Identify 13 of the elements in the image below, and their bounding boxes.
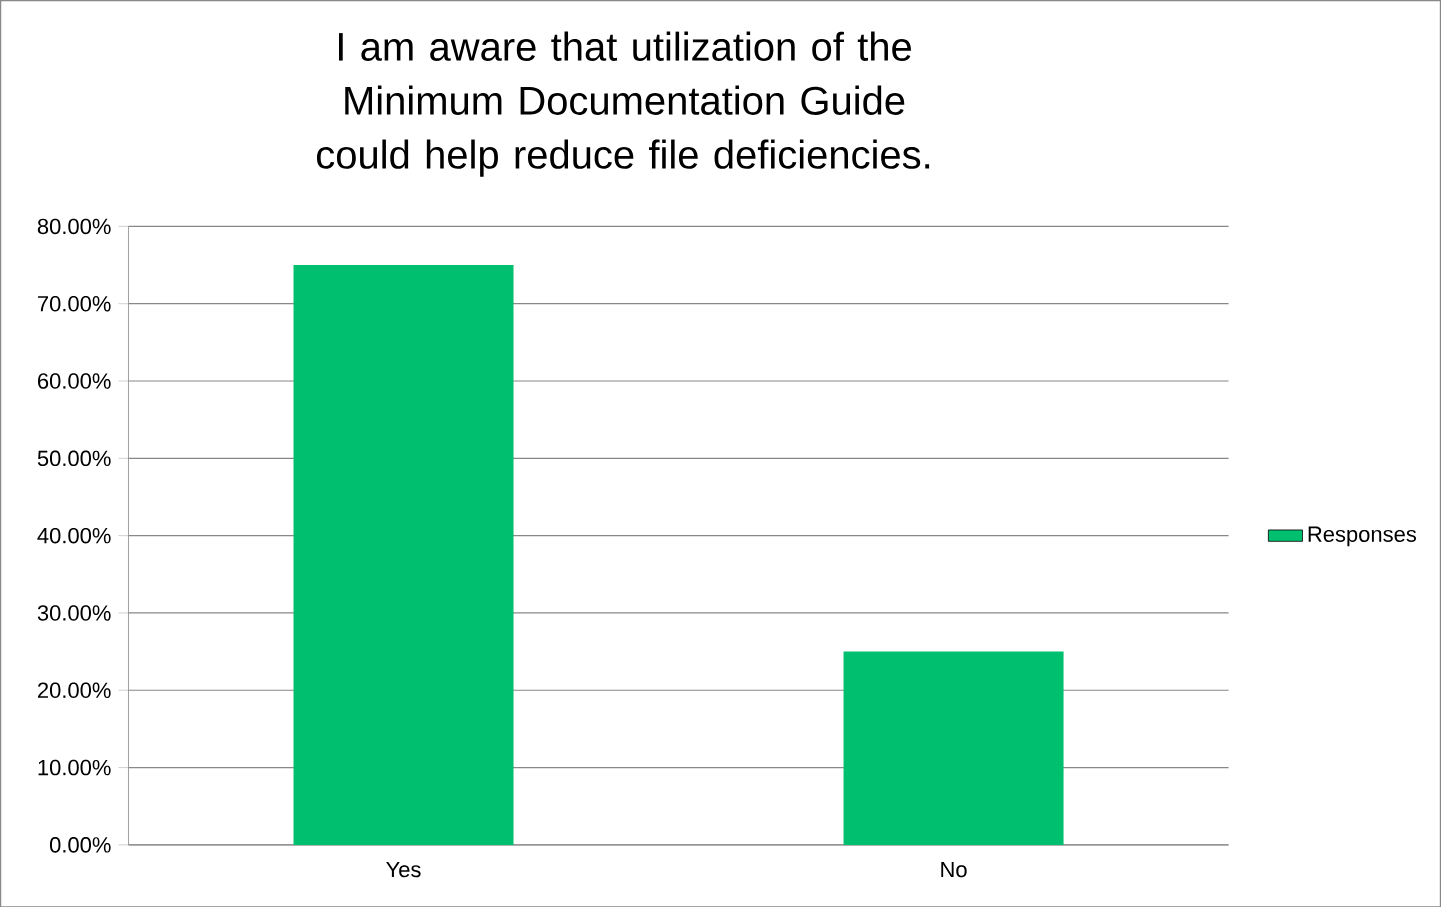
y-tick-label: 70.00% [38, 295, 111, 312]
y-tick-label: 0.00% [49, 836, 111, 853]
y-tick-label: 10.00% [38, 759, 111, 776]
y-tick-label: 80.00% [37, 218, 111, 234]
y-tick-label: 50.00% [37, 450, 111, 466]
y-tick-label: 30.00% [37, 604, 111, 621]
y-tick-label: 60.00% [38, 373, 111, 389]
x-tick-label: No [941, 861, 967, 878]
chart-title: I am aware that utilization of the Minimum Documentation Guide could help reduce file deficiencies. [316, 31, 930, 177]
x-tick-label: Yes [386, 861, 421, 878]
y-tick-label: 20.00% [37, 682, 111, 698]
legend-label: Responses [1308, 526, 1417, 547]
y-tick-label: 40.00% [37, 527, 111, 544]
